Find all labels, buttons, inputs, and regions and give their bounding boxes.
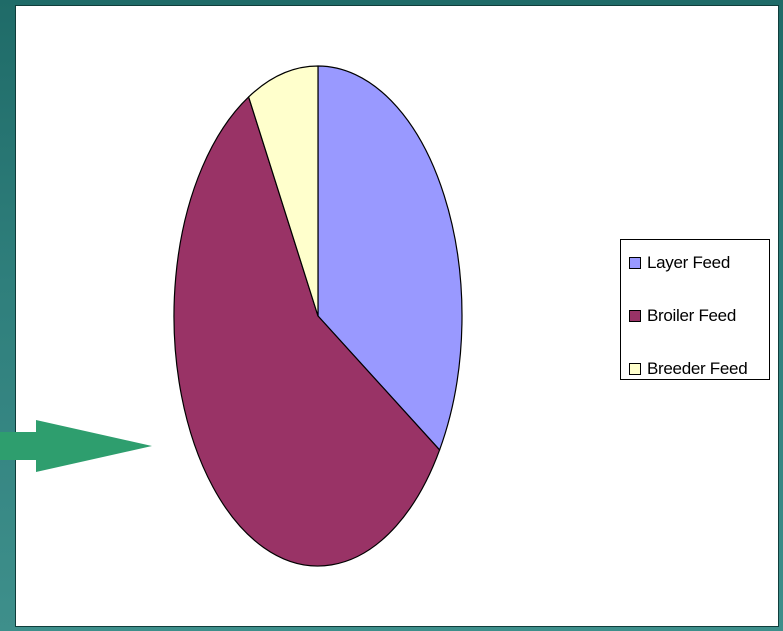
legend-item-layer-feed: Layer Feed [629, 252, 730, 274]
legend-item-broiler-feed: Broiler Feed [629, 305, 736, 327]
legend-swatch-layer-feed [629, 257, 641, 269]
pie-slice-broiler-feed [173, 96, 441, 567]
pie-slice-layer-feed [317, 65, 463, 451]
legend-item-breeder-feed: Breeder Feed [629, 358, 748, 380]
right-arrow-icon [0, 420, 152, 472]
legend-label-breeder-feed: Breeder Feed [647, 359, 748, 378]
chart-legend: Layer Feed Broiler Feed Breeder Feed [620, 239, 770, 380]
legend-label-layer-feed: Layer Feed [647, 253, 730, 272]
legend-swatch-broiler-feed [629, 310, 641, 322]
pie-slice-breeder-feed [248, 65, 319, 317]
arrow-shape [0, 420, 152, 472]
legend-swatch-breeder-feed [629, 363, 641, 375]
legend-label-broiler-feed: Broiler Feed [647, 306, 736, 325]
